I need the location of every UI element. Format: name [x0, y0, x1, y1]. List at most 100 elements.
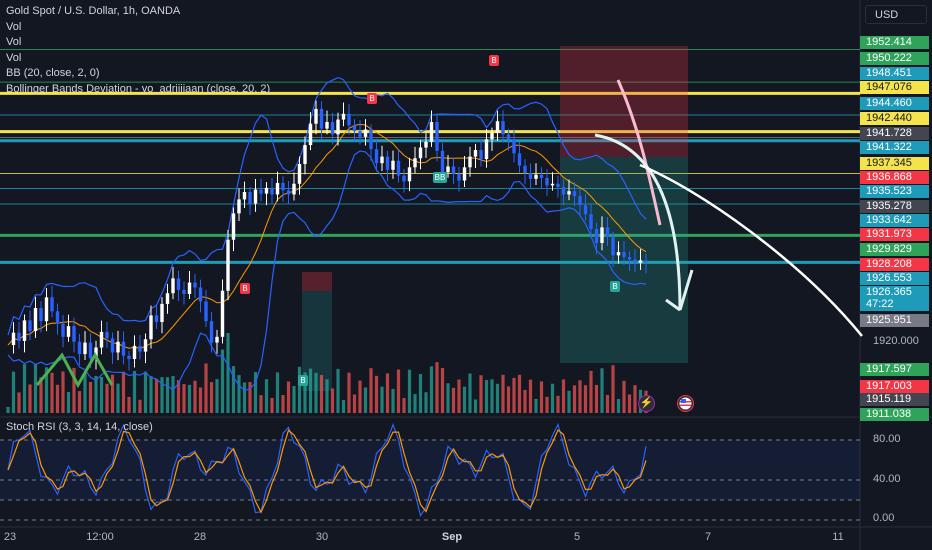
volume-bar [556, 395, 560, 413]
candle-body [506, 134, 511, 140]
candle-body [127, 355, 131, 360]
candle-body [297, 164, 302, 184]
volume-bar [55, 384, 60, 413]
chart-legend: Gold Spot / U.S. Dollar, 1h, OANDA Vol V… [6, 4, 270, 97]
candle-body [517, 153, 522, 166]
bb-lower-band [7, 150, 647, 392]
volume-bar [413, 394, 417, 413]
candle-body [594, 229, 599, 244]
price-tag: 1935.523 [860, 185, 929, 198]
candle-body [237, 199, 241, 214]
candle-body [479, 150, 483, 160]
candle-body [253, 189, 258, 204]
volume-bar [308, 368, 313, 413]
candle-body [501, 121, 505, 135]
bollinger-bands [7, 76, 647, 392]
candle-body [105, 331, 109, 339]
time-tick-label: 11 [832, 531, 844, 543]
volume-bar [22, 364, 27, 413]
signal-marker-sell: B [240, 283, 250, 294]
candle-body [468, 156, 472, 168]
candle-body [99, 331, 104, 348]
volume-bar [567, 390, 571, 413]
rsi-tick-label: 40.00 [873, 473, 901, 485]
lightning-icon[interactable]: ⚡ [638, 395, 655, 412]
candle-body [424, 141, 428, 148]
candle-body [484, 139, 489, 160]
volume-bar [429, 366, 434, 413]
volume-bar [11, 371, 16, 413]
candle-body [413, 158, 417, 168]
candle-body [193, 282, 197, 288]
candle-body [28, 320, 32, 332]
legend-line-bb-deviation: Bollinger Bands Deviation - yo_adriiiiaa… [6, 82, 271, 95]
candle-body [528, 173, 533, 179]
candle-body [440, 150, 445, 173]
us-flag-icon[interactable] [677, 395, 694, 412]
price-tag: 1935.278 [860, 200, 929, 213]
price-tick-label: 1920.000 [873, 335, 919, 347]
candle-body [523, 165, 527, 174]
volume-bar [237, 375, 241, 413]
price-tag: 1929.829 [860, 243, 929, 256]
candle-body [198, 287, 203, 302]
time-tick-label: 30 [315, 531, 329, 543]
price-tag: 1950.222 [860, 52, 929, 65]
volume-bar [363, 387, 368, 413]
candle-body [600, 227, 604, 244]
volume-bar [149, 376, 153, 413]
candle-body [633, 259, 637, 263]
volume-bar [545, 396, 549, 413]
volume-bar [292, 386, 296, 413]
volume-bar [622, 380, 626, 413]
candle-body [33, 308, 38, 332]
volume-bar [61, 371, 65, 413]
volume-bar [17, 392, 21, 413]
volume-bar [160, 377, 164, 413]
candle-body [512, 139, 516, 154]
candle-body [561, 187, 566, 195]
volume-bar [402, 398, 406, 413]
candle-body [572, 191, 577, 197]
volume-bar [154, 379, 159, 413]
volume-bar [391, 388, 395, 413]
candle-body [457, 173, 461, 181]
candle-body [281, 182, 285, 191]
volume-bar [39, 377, 43, 413]
volume-bar [121, 371, 126, 413]
volume-bar [627, 394, 632, 413]
candle-body [534, 174, 538, 179]
volume-bar [517, 374, 522, 413]
candle-body [88, 342, 93, 359]
trade-boxes [302, 46, 688, 391]
volume-bar [264, 379, 269, 413]
volume-bar [407, 369, 412, 413]
rsi-tick-label: 0.00 [873, 512, 895, 524]
time-tick-label: 7 [704, 531, 712, 543]
volume-bar [165, 377, 170, 413]
price-tag: 1911.038 [860, 408, 929, 421]
bb-middle-band [7, 123, 647, 349]
candle-body [242, 191, 247, 200]
arrow-head [665, 298, 681, 312]
volume-bar [446, 383, 450, 413]
candles [11, 100, 648, 371]
candle-body [143, 339, 148, 352]
volume-bar [72, 367, 76, 413]
volume-bar [605, 395, 610, 413]
volume-bar [506, 386, 511, 413]
volume-bar [358, 380, 362, 413]
candle-body [622, 252, 626, 257]
candle-body [303, 145, 307, 165]
currency-selector[interactable]: USD [865, 5, 927, 24]
volume-bar [347, 372, 351, 413]
candle-body [165, 293, 170, 304]
candle-body [160, 303, 164, 323]
candle-body [451, 166, 456, 174]
volume-bar [286, 381, 291, 413]
candle-body [176, 278, 181, 290]
volume-bar [270, 398, 274, 413]
price-tag: 1917.597 [860, 363, 929, 376]
